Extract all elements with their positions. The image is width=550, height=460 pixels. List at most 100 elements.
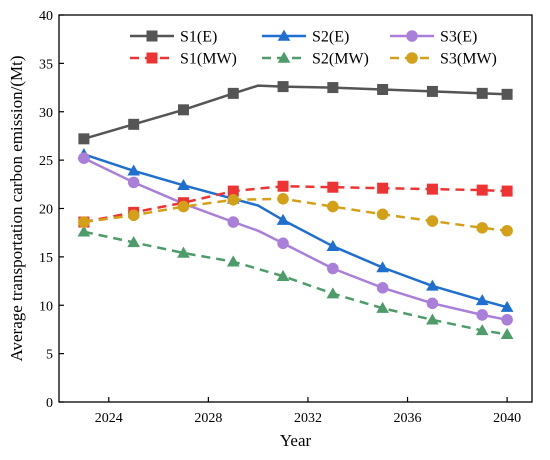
- data-point: [376, 261, 389, 273]
- data-point: [227, 87, 239, 99]
- x-tick-label: 2032: [294, 411, 322, 426]
- data-point: [127, 164, 141, 176]
- data-point: [127, 236, 141, 248]
- y-axis-title: Average transportation carbon emission/(…: [7, 55, 26, 361]
- data-point: [177, 200, 190, 213]
- data-point: [226, 255, 240, 267]
- data-point: [276, 213, 290, 225]
- data-point: [327, 200, 339, 213]
- legend-marker: [146, 30, 158, 42]
- data-point: [476, 309, 488, 321]
- data-point: [376, 301, 389, 313]
- legend: S1(E) S2(E) S3(E) S1(MW) S2(MW) S3(MW): [130, 29, 497, 68]
- data-point: [501, 88, 513, 100]
- data-point: [227, 185, 239, 197]
- legend-item: S1(MW): [130, 51, 237, 68]
- data-point: [500, 300, 514, 312]
- data-point: [326, 239, 340, 251]
- legend-label: S2(E): [312, 29, 349, 46]
- data-point: [177, 178, 190, 191]
- data-point: [327, 181, 339, 193]
- legend-marker: [146, 52, 158, 64]
- data-point: [78, 133, 90, 145]
- y-tick-label: 15: [39, 251, 53, 266]
- axis-layer: 0 5 10 15 20 25 30 35 40 2024 2028 2032 2036 2040: [39, 9, 533, 426]
- legend-item: S1(E): [130, 29, 217, 46]
- data-point: [476, 87, 488, 99]
- y-tick-label: 5: [46, 348, 53, 363]
- data-point: [500, 327, 514, 340]
- data-point: [376, 208, 389, 221]
- data-point: [127, 209, 140, 222]
- data-point: [127, 176, 140, 189]
- series-s2-e-: [77, 147, 514, 312]
- data-point: [327, 262, 339, 275]
- legend-label: S3(MW): [440, 51, 497, 68]
- data-point: [501, 224, 513, 237]
- series-line: [83, 157, 508, 322]
- data-point: [501, 185, 513, 197]
- legend-item: S3(MW): [390, 51, 497, 68]
- data-point: [475, 294, 489, 306]
- series-line: [83, 153, 508, 309]
- y-tick-label: 30: [39, 106, 53, 121]
- series-line: [83, 184, 508, 224]
- series-layer: [77, 81, 514, 340]
- data-point: [326, 287, 340, 299]
- data-point: [377, 83, 389, 95]
- x-tick-label: 2028: [194, 411, 222, 426]
- data-point: [426, 279, 439, 291]
- data-point: [426, 183, 438, 195]
- legend-label: S3(E): [440, 29, 477, 46]
- data-point: [277, 180, 289, 192]
- x-tick-label: 2040: [493, 411, 521, 426]
- series-line: [83, 230, 508, 336]
- data-point: [78, 216, 90, 228]
- legend-marker: [406, 52, 418, 64]
- data-point: [78, 152, 90, 164]
- data-point: [377, 182, 389, 194]
- y-tick-label: 25: [39, 154, 53, 169]
- y-tick-label: 40: [39, 9, 53, 24]
- x-tick-label: 2036: [394, 411, 422, 426]
- data-point: [277, 81, 289, 93]
- series-s1-e-: [78, 81, 513, 145]
- data-point: [476, 184, 488, 196]
- data-point: [501, 313, 513, 326]
- series-s2-mw-: [77, 225, 514, 340]
- legend-marker: [277, 51, 291, 63]
- legend-label: S2(MW): [312, 51, 369, 68]
- series-s3-mw-: [78, 193, 513, 237]
- legend-marker: [406, 30, 418, 42]
- data-point: [476, 222, 488, 234]
- y-tick-label: 0: [46, 396, 53, 411]
- data-point: [227, 194, 240, 206]
- y-tick-label: 20: [39, 203, 53, 218]
- legend-label: S1(MW): [180, 51, 237, 68]
- data-point: [227, 216, 240, 228]
- series-line: [83, 197, 508, 233]
- data-point: [327, 82, 339, 94]
- legend-item: S3(E): [390, 29, 477, 46]
- data-point: [276, 269, 290, 281]
- data-point: [77, 225, 91, 237]
- x-tick-label: 2024: [95, 411, 123, 426]
- legend-marker: [277, 29, 291, 41]
- data-point: [277, 237, 289, 250]
- legend-label: S1(E): [180, 29, 217, 46]
- series-s3-e-: [78, 152, 513, 326]
- legend-item: S2(MW): [262, 51, 369, 68]
- data-point: [475, 324, 489, 336]
- data-point: [426, 297, 439, 310]
- data-point: [277, 193, 289, 205]
- y-tick-label: 10: [39, 299, 53, 314]
- data-point: [426, 85, 438, 97]
- y-tick-label: 35: [39, 57, 53, 72]
- data-point: [177, 104, 189, 116]
- legend-item: S2(E): [262, 29, 349, 46]
- series-line: [83, 84, 508, 141]
- data-point: [128, 118, 140, 130]
- data-point: [426, 313, 439, 325]
- x-axis-title: Year: [280, 431, 312, 450]
